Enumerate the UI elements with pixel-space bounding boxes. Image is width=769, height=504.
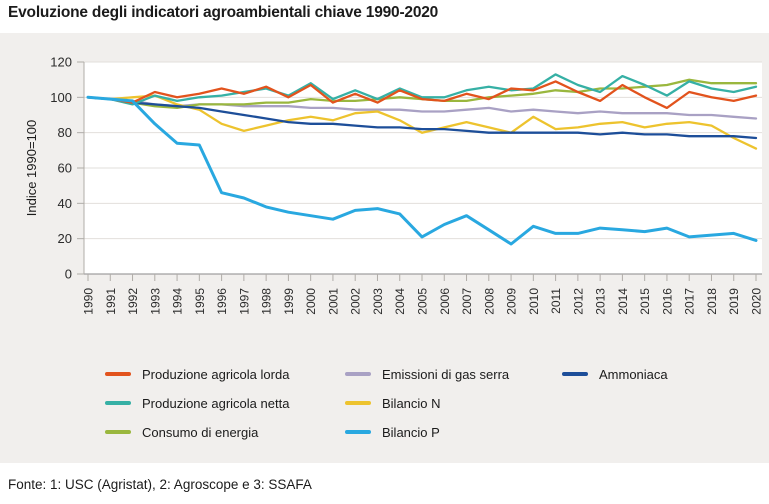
legend-swatch-icon (105, 430, 131, 434)
legend-label: Ammoniaca (599, 366, 668, 382)
line-chart: 0 20 40 60 80 100 120 1990 1991 1992 1993 1994 1995 1… (24, 55, 764, 315)
x-tick-label: 2007 (460, 288, 474, 315)
x-tick-label: 2017 (683, 288, 697, 315)
x-tick-label: 1997 (237, 288, 251, 315)
legend-swatch-icon (105, 372, 131, 376)
legend-item: Bilancio N (345, 395, 562, 411)
source-note: Fonte: 1: USC (Agristat), 2: Agroscope e… (8, 477, 312, 492)
x-tick-label: 2009 (505, 288, 519, 315)
x-tick-label: 2006 (438, 288, 452, 315)
x-tick-label: 1991 (104, 288, 118, 315)
series-line-produzione-agricola-lorda (86, 80, 758, 110)
chart-legend: Produzione agricola lorda Produzione agri… (105, 366, 668, 453)
legend-label: Bilancio P (382, 424, 440, 440)
chart-title: Evoluzione degli indicatori agroambienta… (8, 4, 439, 21)
legend-swatch-icon (105, 401, 131, 405)
legend-item: Produzione agricola lorda (105, 366, 345, 382)
legend-item: Ammoniaca (562, 366, 668, 382)
x-tick-label: 2018 (705, 288, 719, 315)
x-tick-label: 2011 (549, 288, 563, 314)
x-tick-label: 2002 (349, 288, 363, 315)
x-tick-label: 1996 (215, 288, 229, 315)
y-tick-label: 120 (50, 55, 72, 70)
legend-swatch-icon (345, 372, 371, 376)
x-tick-label: 1999 (282, 288, 296, 315)
y-tick-label: 0 (65, 267, 72, 282)
y-tick-label: 80 (58, 125, 72, 140)
legend-column: Produzione agricola lorda Produzione agri… (105, 366, 345, 453)
series-line-bilancio-p (86, 95, 758, 246)
legend-item: Consumo di energia (105, 424, 345, 440)
legend-swatch-icon (345, 430, 371, 434)
legend-item: Emissioni di gas serra (345, 366, 562, 382)
legend-label: Bilancio N (382, 395, 441, 411)
x-tick-label: 2013 (594, 288, 608, 315)
legend-column: Emissioni di gas serra Bilancio N Bilancio… (345, 366, 562, 453)
legend-label: Produzione agricola netta (142, 395, 290, 411)
legend-label: Produzione agricola lorda (142, 366, 290, 382)
x-tick-label: 1994 (171, 288, 185, 315)
x-tick-label: 2001 (326, 288, 340, 315)
x-tick-label: 1993 (148, 288, 162, 315)
series-line-produzione-agricola-netta (86, 73, 758, 106)
y-tick-label: 60 (58, 161, 72, 176)
series-line-ammoniaca (86, 96, 758, 140)
series-line-bilancio-n (86, 94, 758, 150)
x-tick-label: 1992 (126, 288, 140, 315)
legend-label: Emissioni di gas serra (382, 366, 510, 382)
x-tick-label: 2003 (371, 288, 385, 315)
y-axis-label: Indice 1990=100 (24, 120, 39, 217)
y-tick-label: 40 (58, 196, 72, 211)
legend-column: Ammoniaca (562, 366, 668, 395)
x-tick-label: 2004 (393, 288, 407, 315)
legend-item: Produzione agricola netta (105, 395, 345, 411)
x-tick-label: 2019 (727, 288, 741, 315)
x-tick-label: 2000 (304, 288, 318, 315)
x-tick-label: 2016 (660, 288, 674, 315)
x-tick-label: 2014 (616, 288, 630, 315)
x-tick-label: 2010 (527, 288, 541, 315)
y-tick-label: 20 (58, 231, 72, 246)
x-tick-label: 1990 (82, 288, 96, 315)
y-tick-label: 100 (50, 90, 72, 105)
x-tick-label: 1998 (260, 288, 274, 315)
x-tick-label: 2012 (571, 288, 585, 315)
legend-label: Consumo di energia (142, 424, 259, 440)
chart-panel: 0 20 40 60 80 100 120 1990 1991 1992 1993 1994 1995 1… (0, 33, 769, 463)
x-tick-label: 1995 (193, 288, 207, 315)
legend-swatch-icon (345, 401, 371, 405)
legend-swatch-icon (562, 372, 588, 376)
x-tick-label: 2008 (482, 288, 496, 315)
x-tick-label: 2005 (416, 288, 430, 315)
x-tick-label: 2020 (750, 288, 764, 315)
legend-item: Bilancio P (345, 424, 562, 440)
x-tick-label: 2015 (638, 288, 652, 315)
